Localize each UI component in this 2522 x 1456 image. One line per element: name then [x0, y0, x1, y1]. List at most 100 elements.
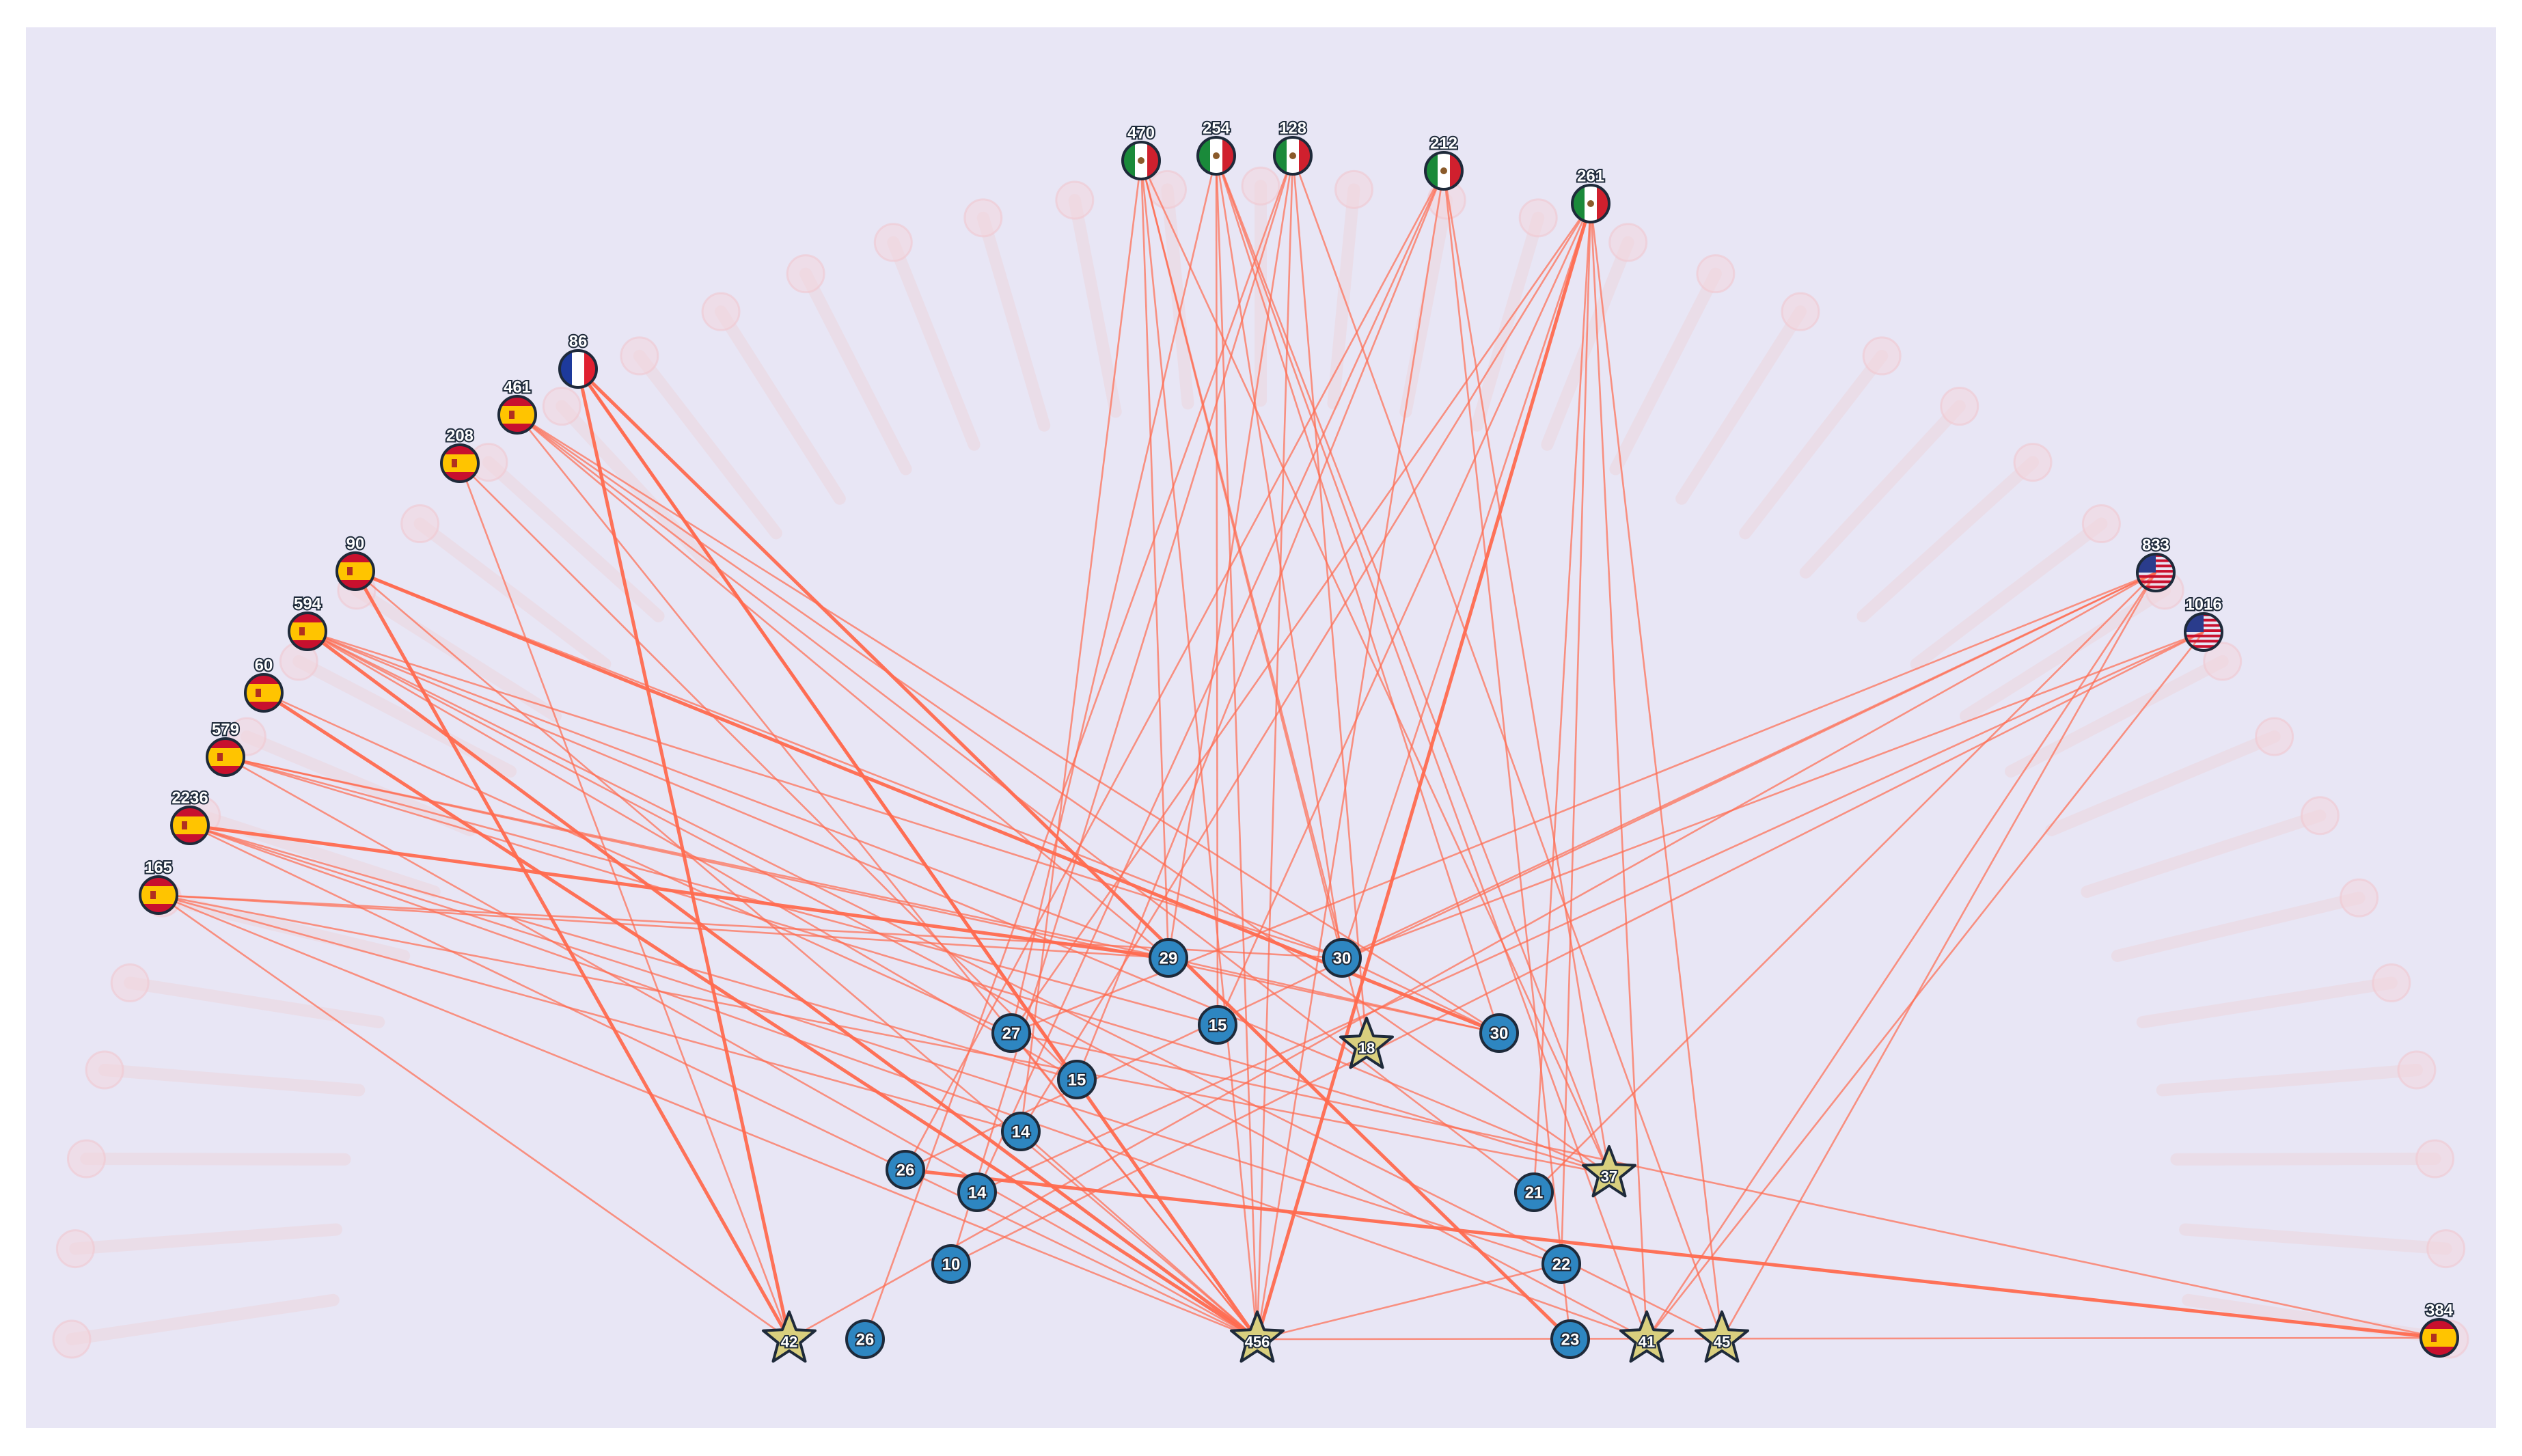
circle-node-label: 15: [1068, 1071, 1086, 1090]
edge-n13-s4: [1257, 1263, 1562, 1341]
circle-node-label: 21: [1525, 1184, 1544, 1203]
flag-node-label: 1016: [2185, 596, 2221, 614]
circle-node[interactable]: 15: [1057, 1060, 1097, 1099]
flag-node-spain[interactable]: 90: [335, 534, 375, 591]
circle-node[interactable]: 14: [1001, 1112, 1041, 1151]
star-node[interactable]: 456: [1230, 1310, 1285, 1363]
circle-node[interactable]: 15: [1198, 1005, 1237, 1045]
circle-node-shape: [957, 1172, 997, 1212]
flag-node-mexico[interactable]: 128: [1273, 118, 1313, 176]
star-icon: [1582, 1145, 1636, 1198]
edge-c16-n9: [976, 631, 2204, 1194]
faded-edge: [887, 236, 981, 451]
faded-node: [2426, 1229, 2466, 1269]
star-node-label: 37: [1601, 1168, 1617, 1185]
edge-c5-n6: [1216, 203, 1592, 1026]
edge-c2-s2: [1215, 155, 1610, 1175]
flag-node-mexico[interactable]: 254: [1196, 118, 1236, 176]
flag-node-label: 384: [2426, 1302, 2454, 1320]
flag-node-label: 461: [504, 379, 531, 397]
faded-node: [66, 1139, 106, 1179]
flag-node-spain[interactable]: 60: [244, 655, 284, 713]
edge-c17-n8: [905, 1168, 2440, 1340]
faded-node: [55, 1229, 95, 1269]
circle-node-shape: [931, 1244, 971, 1284]
faded-node: [1862, 336, 1902, 376]
circle-node[interactable]: 23: [1550, 1319, 1590, 1359]
edge-c12-n6: [225, 756, 1218, 1026]
circle-node[interactable]: 22: [1541, 1244, 1581, 1284]
flag-node-spain[interactable]: 384: [2420, 1300, 2459, 1358]
faded-node: [2300, 796, 2340, 836]
faded-edge: [976, 211, 1051, 432]
edge-c16-n10: [950, 631, 2204, 1265]
circle-node-shape: [1198, 1005, 1237, 1045]
flag-node-spain[interactable]: 461: [497, 377, 537, 435]
circle-node-shape: [1550, 1319, 1590, 1359]
faded-node: [1334, 169, 1374, 209]
circle-node[interactable]: 10: [931, 1244, 971, 1284]
edge-c4-n5: [1075, 170, 1445, 1080]
circle-node-label: 30: [1333, 950, 1352, 968]
circle-node[interactable]: 27: [991, 1013, 1031, 1053]
faded-edge: [1609, 267, 1722, 476]
circle-node[interactable]: 21: [1514, 1172, 1554, 1212]
faded-node: [963, 198, 1003, 238]
star-node-label: 45: [1714, 1334, 1730, 1351]
star-node[interactable]: 42: [762, 1310, 817, 1363]
flag-node-spain[interactable]: 2236: [170, 788, 210, 845]
flag-node-usa[interactable]: 1016: [2184, 594, 2223, 652]
flag-node-label: 470: [1127, 124, 1155, 143]
star-node-label: 41: [1639, 1334, 1655, 1351]
faded-edge: [633, 349, 782, 540]
flag-node-spain[interactable]: 208: [440, 426, 480, 483]
flag-node-mexico[interactable]: 261: [1571, 166, 1610, 223]
faded-edge: [1799, 400, 1966, 579]
flag-node-usa[interactable]: 833: [2136, 535, 2176, 592]
faded-edge: [1739, 349, 1889, 540]
faded-node: [2397, 1050, 2437, 1090]
edge-c14-s2: [158, 894, 1610, 1175]
flag-node-mexico[interactable]: 212: [1424, 133, 1464, 191]
flag-node-spain[interactable]: 579: [206, 719, 245, 777]
star-icon: [1230, 1310, 1285, 1363]
edge-c14-s4: [158, 894, 1258, 1341]
star-node[interactable]: 18: [1339, 1017, 1394, 1069]
faded-node: [2372, 963, 2411, 1002]
star-node[interactable]: 41: [1619, 1310, 1674, 1363]
flag-node-label: 833: [2142, 536, 2169, 555]
edge-c3-n10: [950, 155, 1294, 1265]
faded-edge: [2111, 892, 2366, 963]
circle-node[interactable]: 14: [957, 1172, 997, 1212]
faded-edge: [2179, 1223, 2452, 1255]
edge-c16-n2: [1341, 631, 2204, 959]
circle-node[interactable]: 26: [845, 1319, 885, 1359]
faded-node: [1608, 223, 1648, 262]
edge-c1-s2: [1140, 160, 1610, 1175]
star-node[interactable]: 37: [1582, 1145, 1636, 1198]
edge-c4-n14: [1442, 170, 1572, 1340]
circle-node-label: 14: [968, 1184, 987, 1203]
flag-node-spain[interactable]: 165: [139, 857, 178, 915]
circle-node[interactable]: 29: [1149, 938, 1188, 978]
flag-node-spain[interactable]: 594: [288, 594, 327, 651]
edge-c3-s1: [1291, 155, 1368, 1046]
circle-node[interactable]: 30: [1479, 1013, 1519, 1053]
edge-c4-n9: [976, 170, 1445, 1193]
flag-node-mexico[interactable]: 470: [1121, 123, 1161, 180]
circle-node[interactable]: 30: [1322, 938, 1362, 978]
faded-node: [1940, 387, 1979, 426]
edge-c5-n12: [1533, 203, 1592, 1193]
edge-c10-s5: [307, 630, 1647, 1341]
star-icon: [1619, 1310, 1674, 1363]
star-node[interactable]: 45: [1695, 1310, 1749, 1363]
faded-node: [52, 1319, 92, 1359]
edge-c5-s5: [1589, 203, 1648, 1340]
flag-node-label: 594: [294, 595, 322, 614]
flag-node-france[interactable]: 86: [558, 331, 598, 389]
faded-node: [2013, 443, 2053, 482]
circle-node[interactable]: 26: [886, 1150, 925, 1190]
faded-edge: [2004, 655, 2229, 778]
flag-node-label: 128: [1279, 120, 1306, 138]
faded-node: [542, 387, 581, 426]
